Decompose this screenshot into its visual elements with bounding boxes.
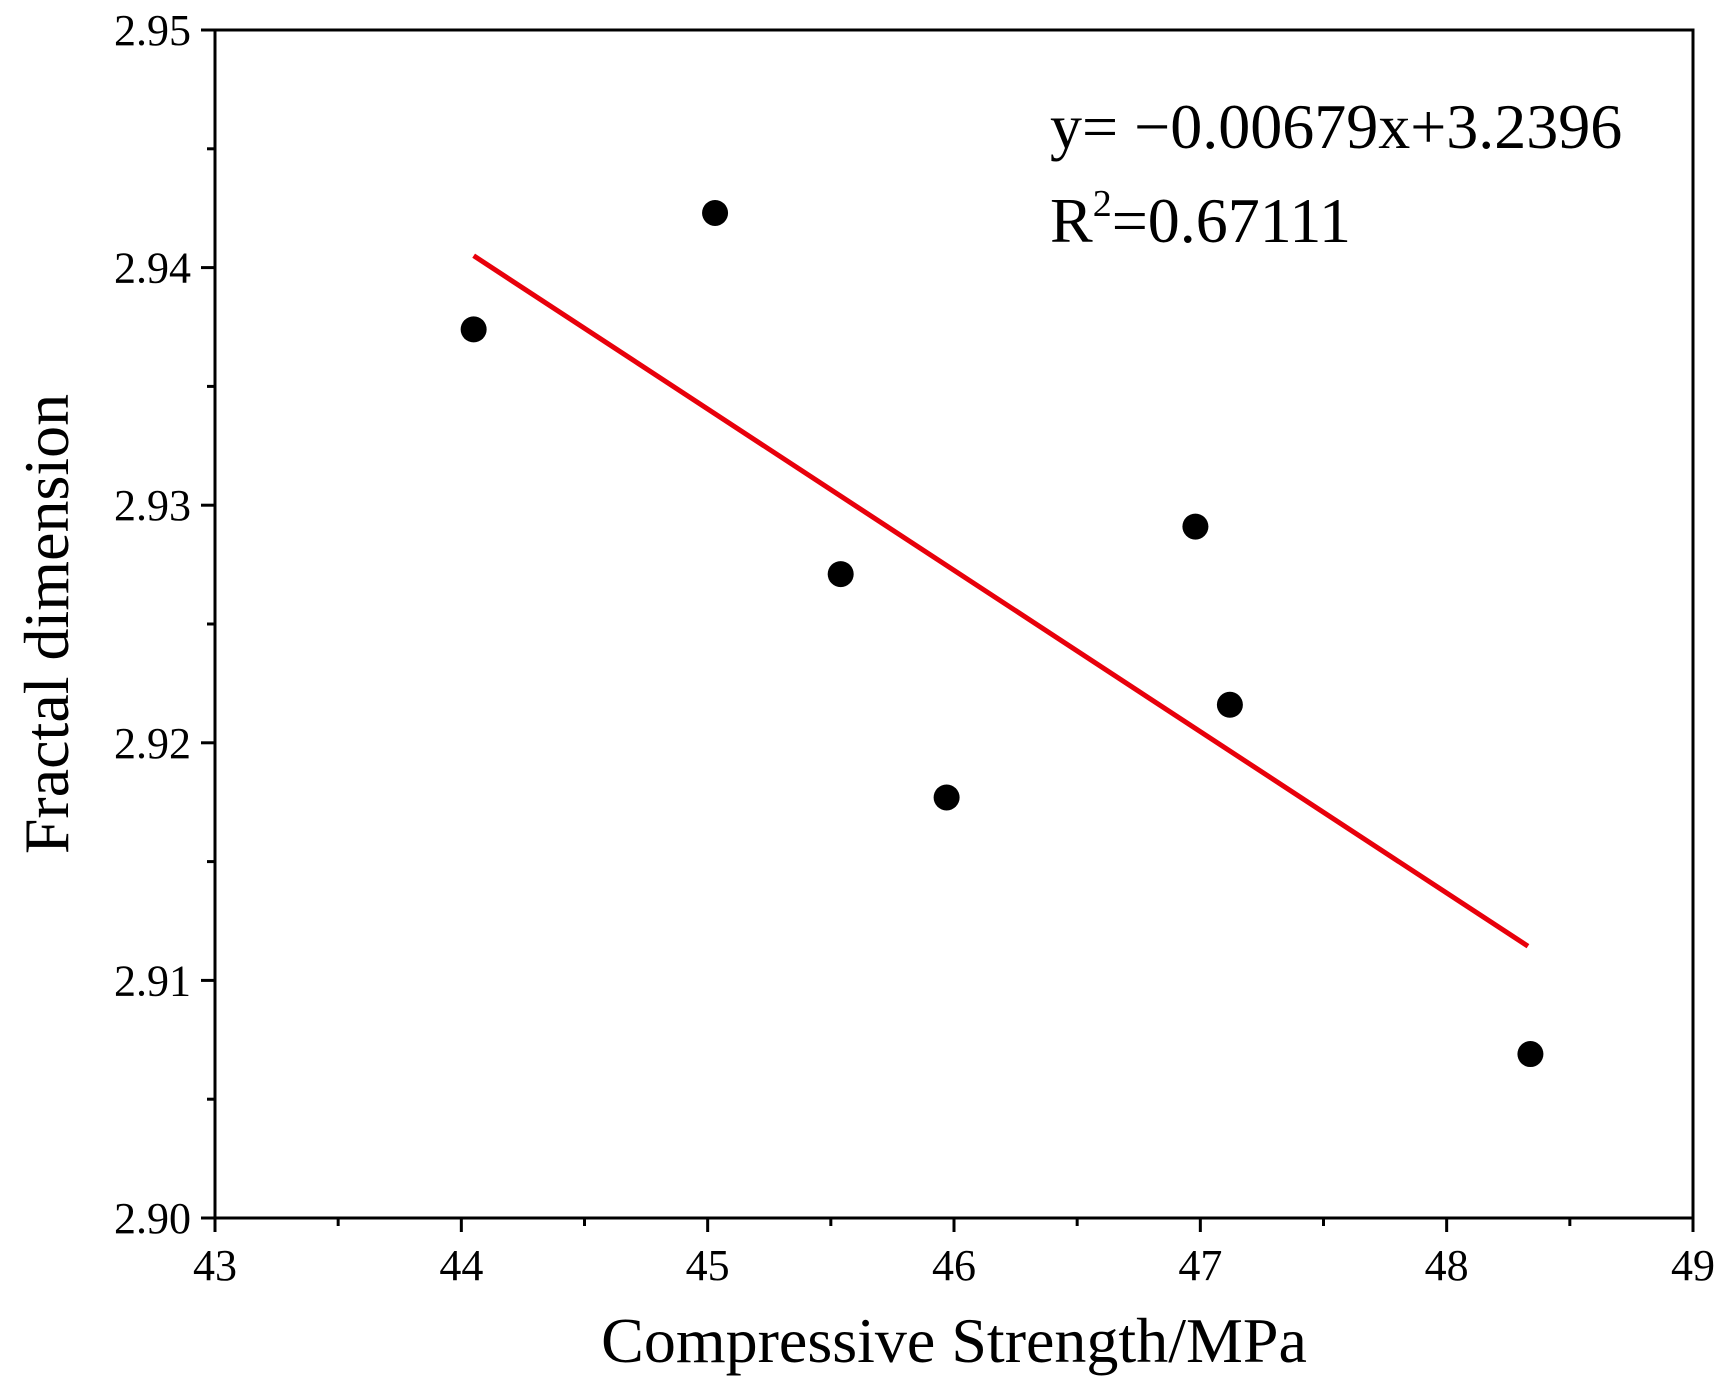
data-point [1216, 691, 1243, 718]
x-tick-label: 46 [932, 1241, 976, 1290]
minor-ticks [207, 147, 1572, 1226]
y-tick-labels: 2.90 2.91 2.92 2.93 2.94 2.95 [114, 6, 191, 1243]
x-tick-label: 43 [193, 1241, 237, 1290]
y-tick-label: 2.95 [114, 6, 191, 55]
y-tick-label: 2.91 [114, 956, 191, 1005]
y-tick-label: 2.94 [114, 244, 191, 293]
major-ticks [201, 28, 1695, 1232]
y-tick-label: 2.90 [114, 1194, 191, 1243]
data-point [933, 784, 960, 811]
data-point [702, 199, 729, 226]
fit-line [472, 253, 1530, 949]
r-squared-value: =0.67111 [1112, 185, 1351, 256]
data-points [460, 199, 1544, 1068]
r-squared-base: R [1050, 185, 1093, 256]
x-tick-label: 48 [1425, 1241, 1469, 1290]
y-tick-label: 2.92 [114, 719, 191, 768]
data-point [1517, 1041, 1544, 1068]
data-point [827, 561, 854, 588]
x-tick-label: 45 [686, 1241, 730, 1290]
plot-frame [213, 28, 1695, 1220]
data-point [1182, 513, 1209, 540]
x-tick-label: 47 [1178, 1241, 1222, 1290]
y-tick-label: 2.93 [114, 481, 191, 530]
x-tick-label: 49 [1671, 1241, 1715, 1290]
x-axis-title: Compressive Strength/MPa [601, 1305, 1307, 1376]
x-tick-labels: 43 44 45 46 47 48 49 [193, 1241, 1715, 1290]
x-tick-label: 44 [439, 1241, 483, 1290]
r-squared-annotation: R2=0.67111 [1050, 183, 1351, 256]
y-axis-title: Fractal dimension [11, 394, 82, 854]
data-point [460, 316, 487, 343]
equation-annotation: y= −0.00679x+3.2396 [1050, 91, 1622, 162]
r-squared-superscript: 2 [1093, 183, 1112, 225]
